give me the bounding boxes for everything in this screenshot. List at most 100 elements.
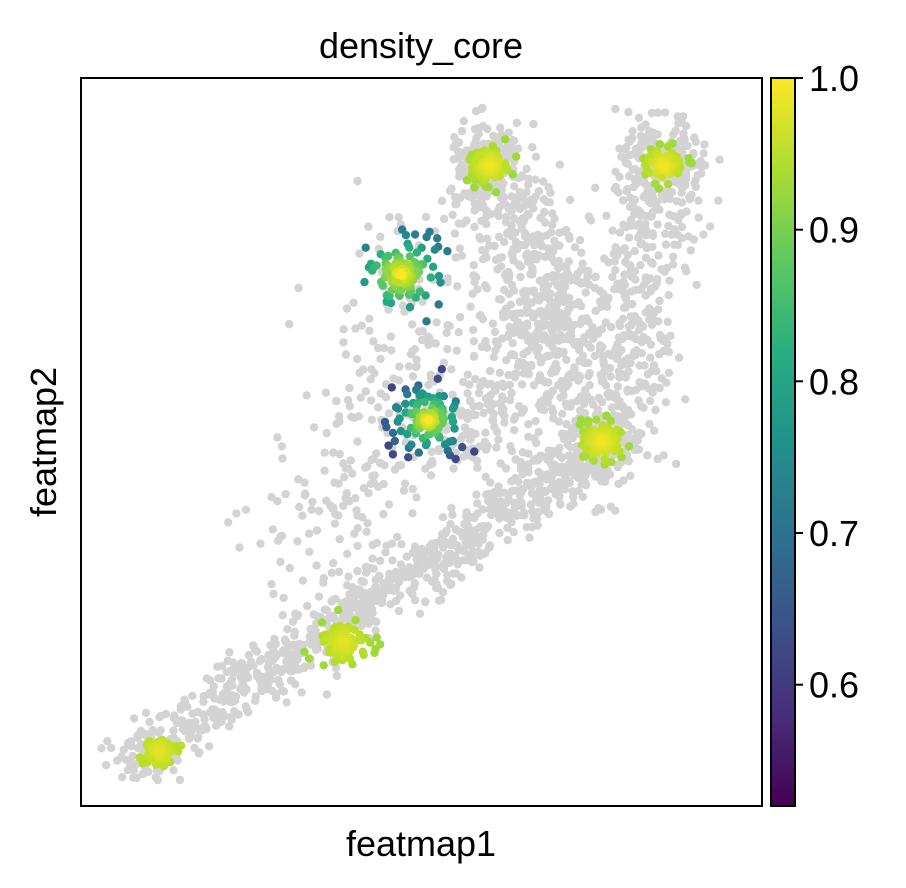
background-point (344, 572, 353, 581)
background-point (498, 309, 508, 318)
background-point (510, 214, 519, 223)
background-point (519, 287, 528, 296)
density-points (135, 135, 696, 771)
background-point (391, 574, 401, 583)
background-point (454, 408, 464, 418)
density-point (405, 303, 415, 312)
background-point (529, 286, 539, 295)
background-point (469, 557, 478, 566)
background-point (598, 352, 608, 361)
background-point (279, 593, 288, 603)
background-point (466, 541, 476, 551)
background-point (365, 314, 374, 323)
background-point (536, 213, 545, 222)
background-point (630, 247, 639, 256)
background-point (569, 492, 578, 502)
background-point (307, 633, 316, 643)
background-point (502, 356, 511, 365)
background-point (407, 320, 417, 329)
background-point (297, 688, 306, 697)
background-point (516, 457, 525, 467)
background-point (404, 362, 414, 371)
density-point (440, 440, 450, 449)
background-point (427, 577, 437, 586)
background-point (410, 345, 419, 354)
background-point (523, 249, 532, 258)
density-point (361, 243, 370, 252)
background-point (547, 312, 556, 321)
background-point (236, 672, 245, 681)
background-point (400, 479, 410, 488)
background-point (353, 541, 362, 551)
background-point (554, 449, 563, 459)
background-point (300, 478, 309, 487)
background-point (653, 220, 662, 229)
colorbar-tick-label: 0.6 (809, 665, 859, 706)
background-point (372, 617, 381, 626)
background-point (375, 572, 384, 581)
background-point (681, 395, 690, 404)
background-point (500, 285, 509, 295)
density-point (645, 168, 654, 177)
background-point (640, 361, 649, 370)
background-point (540, 292, 549, 301)
background-point (448, 510, 457, 519)
background-point (490, 327, 500, 337)
background-point (322, 428, 331, 438)
background-point (478, 523, 487, 532)
density-point (319, 661, 328, 670)
background-point (575, 236, 585, 245)
background-point (515, 491, 525, 500)
background-point (507, 388, 516, 398)
background-point (103, 737, 112, 746)
background-point (425, 460, 434, 469)
background-point (123, 738, 133, 748)
background-point (471, 526, 480, 535)
background-point (516, 194, 525, 203)
background-point (480, 246, 490, 256)
background-point (559, 227, 569, 236)
background-point (620, 270, 629, 279)
density-point (401, 230, 411, 240)
background-point (141, 708, 151, 717)
background-point (620, 357, 629, 366)
background-point (456, 435, 466, 444)
background-point (438, 588, 448, 597)
background-point (384, 500, 394, 509)
background-point (145, 717, 154, 727)
background-point (424, 380, 433, 390)
density-point (597, 437, 607, 446)
density-point (592, 415, 601, 424)
background-point (410, 542, 420, 551)
background-point (451, 525, 461, 534)
background-point (495, 399, 504, 408)
background-point (408, 372, 418, 381)
background-point (453, 154, 462, 163)
background-point (459, 116, 468, 126)
background-point (190, 724, 200, 733)
background-point (624, 233, 634, 242)
background-point (213, 662, 222, 671)
background-point (620, 144, 629, 154)
background-point (526, 362, 536, 371)
background-point (560, 485, 569, 494)
background-point (544, 446, 553, 455)
background-point (234, 710, 243, 719)
background-point (408, 509, 417, 518)
background-point (591, 507, 600, 517)
background-point (530, 434, 539, 443)
density-point (415, 391, 424, 400)
background-point (529, 204, 538, 213)
background-point (200, 715, 209, 724)
background-point (353, 176, 362, 186)
background-point (637, 239, 646, 248)
background-point (546, 188, 555, 197)
background-point (356, 393, 365, 402)
background-point (714, 196, 723, 205)
density-point (607, 458, 616, 467)
background-point (647, 108, 657, 118)
density-point (372, 261, 381, 270)
background-point (559, 391, 568, 400)
background-point (385, 213, 394, 222)
density-point (428, 262, 438, 271)
